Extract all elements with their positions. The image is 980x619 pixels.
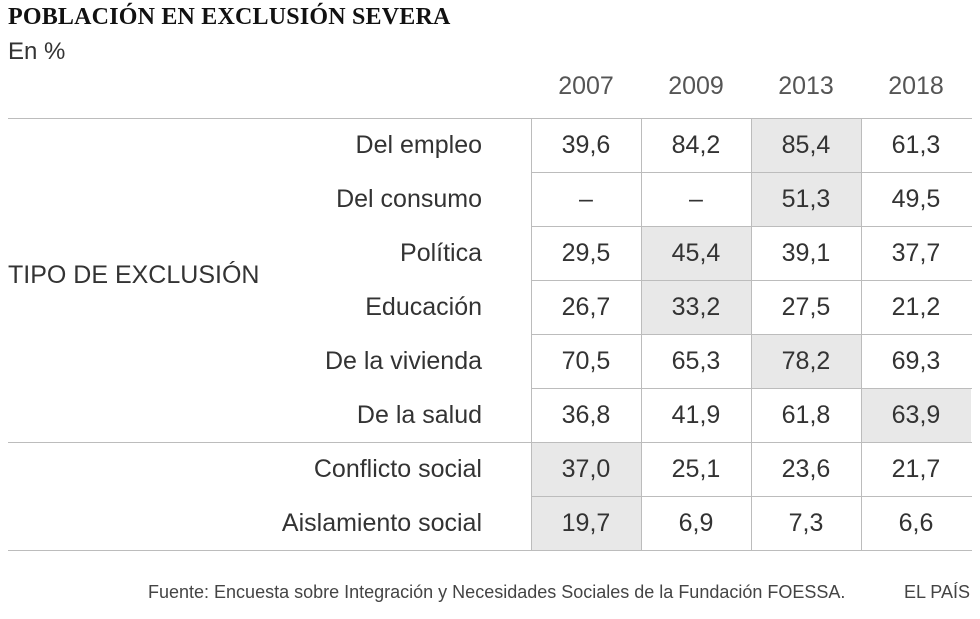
table-cell: 6,9 bbox=[678, 509, 714, 537]
table-cell: 61,3 bbox=[891, 131, 941, 159]
table-cell: 70,5 bbox=[561, 347, 611, 375]
table-cell: 61,8 bbox=[781, 401, 831, 429]
row-label: Del consumo bbox=[336, 185, 482, 213]
table-cell: 49,5 bbox=[891, 185, 941, 213]
table-cell: 19,7 bbox=[531, 496, 641, 550]
table-top-rule bbox=[8, 118, 972, 119]
source-note: Fuente: Encuesta sobre Integración y Nec… bbox=[148, 582, 846, 602]
row-label: Conflicto social bbox=[313, 455, 482, 483]
chart-title: POBLACIÓN EN EXCLUSIÓN SEVERA bbox=[8, 4, 451, 30]
table-cell: 26,7 bbox=[561, 293, 611, 321]
table-cell: 29,5 bbox=[561, 239, 611, 267]
table-cell: 33,2 bbox=[641, 280, 751, 334]
chart-subtitle: En % bbox=[8, 38, 66, 65]
column-rule bbox=[861, 118, 862, 550]
table-cell: 84,2 bbox=[671, 131, 721, 159]
column-rule bbox=[641, 118, 642, 550]
column-rule bbox=[531, 118, 532, 550]
table-cell: 23,6 bbox=[781, 455, 831, 483]
table-cell: 36,8 bbox=[561, 401, 611, 429]
row-label: Aislamiento social bbox=[281, 509, 482, 537]
column-header-2007: 2007 bbox=[558, 72, 614, 100]
table-cell: 37,7 bbox=[891, 239, 941, 267]
column-rule bbox=[751, 118, 752, 550]
table-cell: 39,6 bbox=[561, 131, 611, 159]
table-cell: 6,6 bbox=[898, 509, 934, 537]
column-header-2013: 2013 bbox=[778, 72, 834, 100]
row-label: Educación bbox=[365, 293, 482, 321]
row-label: Del empleo bbox=[355, 131, 482, 159]
table-cell: 41,9 bbox=[671, 401, 721, 429]
column-header-2009: 2009 bbox=[668, 72, 724, 100]
table-cell: 51,3 bbox=[751, 172, 861, 226]
table-cell: 7,3 bbox=[788, 509, 824, 537]
section-divider-rule bbox=[8, 442, 972, 443]
table-cell: 45,4 bbox=[641, 226, 751, 280]
table-cell: 39,1 bbox=[781, 239, 831, 267]
table-cell: 27,5 bbox=[781, 293, 831, 321]
table-cell: 21,2 bbox=[891, 293, 941, 321]
table-cell: 21,7 bbox=[891, 455, 941, 483]
table-cell: 85,4 bbox=[751, 118, 861, 172]
table-cell: 37,0 bbox=[531, 442, 641, 496]
table-bottom-rule bbox=[8, 550, 972, 551]
column-header-2018: 2018 bbox=[888, 72, 944, 100]
table-cell: 69,3 bbox=[891, 347, 941, 375]
table-cell: – bbox=[579, 185, 593, 213]
row-label: Política bbox=[400, 239, 482, 267]
table-cell: 25,1 bbox=[671, 455, 721, 483]
table-cell: 63,9 bbox=[861, 388, 971, 442]
brand-label: EL PAÍS bbox=[903, 582, 970, 602]
row-label: De la vivienda bbox=[324, 347, 482, 375]
group-label: TIPO DE EXCLUSIÓN bbox=[8, 261, 260, 289]
table-cell: – bbox=[689, 185, 703, 213]
table-cell: 78,2 bbox=[751, 334, 861, 388]
table-cell: 65,3 bbox=[671, 347, 721, 375]
row-label: De la salud bbox=[356, 401, 482, 429]
